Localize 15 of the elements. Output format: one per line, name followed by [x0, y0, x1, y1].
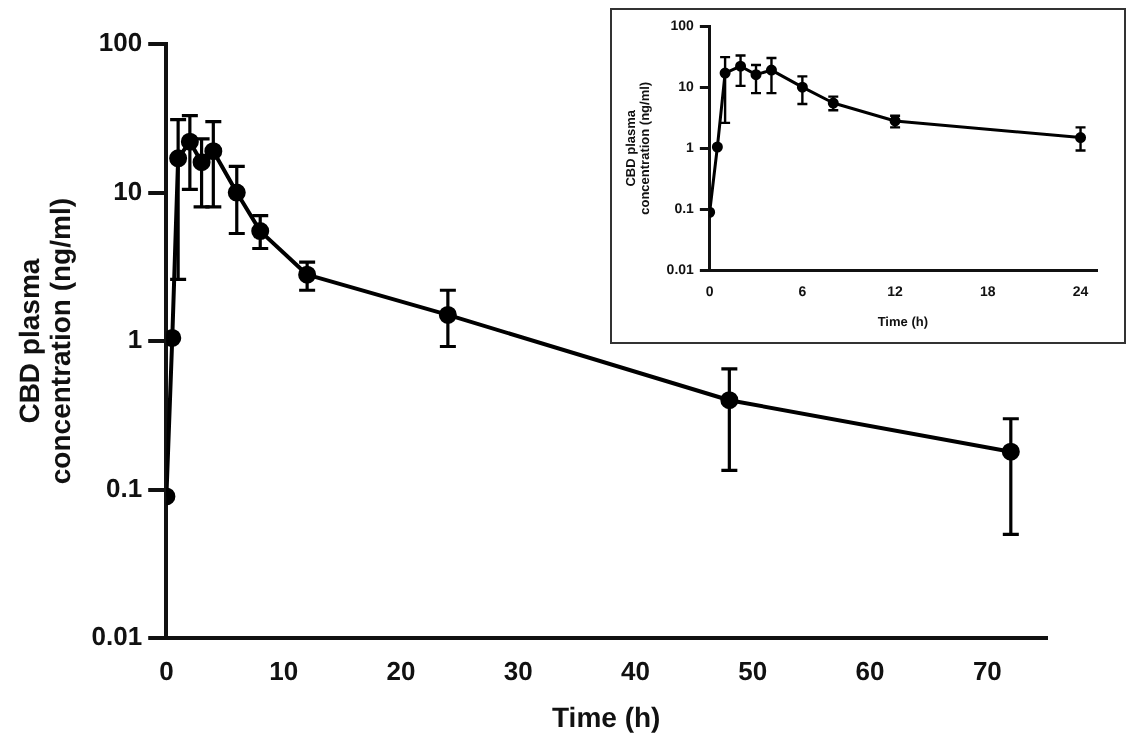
y-tick-label: 0.01	[91, 621, 143, 652]
x-tick-label: 50	[738, 655, 768, 686]
x-tick-label: 60	[855, 655, 885, 686]
x-tick-label: 20	[386, 655, 416, 686]
x-axis-title: Time (h)	[552, 700, 661, 733]
y-axis-title: CBD plasma concentration (ng/ml)	[13, 197, 76, 485]
y-tick-label: 10	[113, 175, 143, 206]
y-tick-label: 0.1	[106, 472, 143, 503]
y-tick-label: 1	[127, 324, 143, 355]
x-tick-label: 10	[269, 655, 299, 686]
y-tick-label: 100	[98, 27, 143, 58]
x-tick-label: 40	[621, 655, 650, 686]
x-tick-label: 30	[503, 655, 533, 686]
x-tick-label: 70	[972, 655, 1002, 686]
x-tick-label: 0	[159, 655, 174, 686]
